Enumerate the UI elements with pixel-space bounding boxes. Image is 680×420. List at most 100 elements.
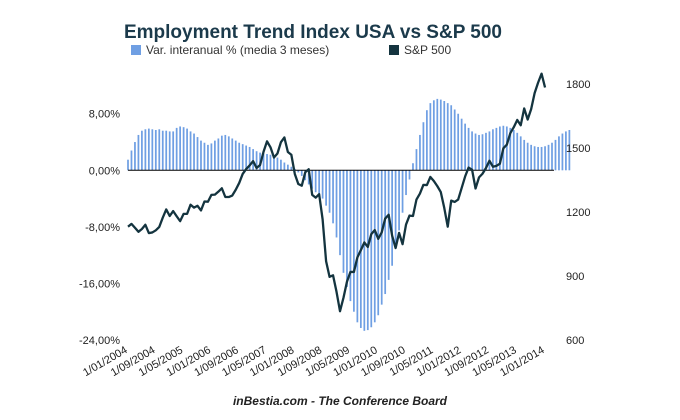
y-right-tick-label: 600 (566, 335, 584, 347)
bar (147, 128, 150, 171)
bar (262, 153, 265, 171)
bar (488, 131, 491, 171)
bar (332, 170, 334, 224)
bar (321, 170, 324, 199)
legend: Var. interanual % (media 3 meses) S&P 50… (131, 43, 451, 57)
bar (547, 144, 550, 171)
y-left-tick-label: -8,00% (85, 222, 120, 234)
bar (227, 136, 230, 171)
x-axis: 1/01/20041/09/20041/05/20051/01/20061/09… (81, 344, 546, 379)
bar (200, 140, 202, 171)
bar (234, 140, 237, 171)
bar (419, 134, 421, 171)
bar (154, 130, 157, 171)
bar (537, 146, 539, 171)
bar (523, 139, 526, 171)
bar (561, 133, 564, 171)
bar (391, 170, 393, 266)
bar (533, 146, 536, 171)
bar (426, 110, 428, 171)
bar (186, 128, 188, 171)
legend-label-variation: Var. interanual % (media 3 meses) (146, 43, 329, 57)
bar (387, 170, 390, 280)
bar (363, 170, 366, 331)
legend-label-sp500: S&P 500 (404, 43, 451, 57)
bar (432, 100, 435, 171)
bar (276, 157, 279, 171)
bar (436, 98, 439, 171)
bar (203, 142, 206, 171)
bar (314, 170, 317, 193)
bar (509, 127, 512, 171)
y-right-tick-label: 1800 (566, 79, 590, 91)
bar (516, 132, 519, 171)
bar (346, 170, 348, 287)
bar (540, 146, 543, 171)
source-caption: inBestia.com - The Conference Board (233, 394, 448, 408)
bar (474, 133, 477, 171)
bar (565, 131, 567, 171)
bar (134, 142, 136, 171)
bar (398, 170, 400, 231)
bar (492, 129, 494, 171)
bar (530, 144, 533, 171)
bar (207, 144, 209, 171)
y-left-tick-label: -16,00% (79, 278, 120, 290)
bar (467, 127, 470, 171)
bar (269, 154, 272, 171)
bar (137, 134, 140, 171)
bar (165, 130, 168, 171)
bar (252, 149, 254, 171)
bar (349, 170, 352, 302)
y-right-tick-label: 1200 (566, 207, 590, 219)
bar (311, 170, 314, 189)
bar (394, 170, 397, 249)
bar (450, 105, 453, 171)
bar (544, 146, 546, 171)
bar (373, 170, 376, 323)
bar (130, 150, 133, 171)
bar (568, 130, 571, 171)
y-left-tick-label: -24,00% (79, 335, 120, 347)
bar (439, 99, 442, 171)
bar (471, 131, 473, 171)
bar (384, 170, 387, 295)
bar (141, 130, 143, 171)
bar (182, 127, 185, 171)
bar (144, 129, 147, 171)
bar (300, 170, 303, 176)
bar (238, 142, 241, 171)
bar (214, 140, 216, 171)
bar (481, 134, 484, 171)
bar (280, 159, 282, 171)
bar (290, 166, 293, 171)
bar (356, 170, 359, 323)
bar (353, 170, 355, 312)
bar (266, 154, 268, 171)
bar (408, 170, 411, 180)
bar (161, 130, 164, 171)
y-axis-left: 8,00% 0,00% -8,00% -16,00% -24,00% (79, 109, 120, 347)
bar (175, 127, 178, 171)
bar (558, 136, 560, 171)
bar (255, 151, 258, 171)
bar (460, 118, 463, 171)
bar (478, 134, 480, 171)
legend-swatch-variation (131, 45, 141, 55)
bar (422, 122, 425, 171)
bar (443, 101, 446, 171)
bar (335, 170, 338, 238)
bar (551, 142, 553, 171)
bar-series-variation (127, 98, 571, 331)
bar (151, 129, 154, 171)
bar (179, 126, 181, 171)
bar (412, 163, 414, 171)
bar (325, 170, 327, 206)
bar (377, 170, 380, 316)
bar (231, 138, 234, 171)
bar (220, 135, 223, 171)
bar (485, 132, 487, 171)
line-series-sp500 (127, 72, 547, 313)
bar (248, 146, 251, 171)
